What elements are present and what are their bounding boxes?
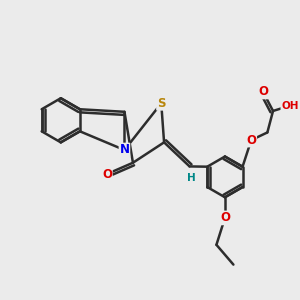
Text: OH: OH	[281, 101, 299, 111]
Text: N: N	[119, 143, 130, 157]
Text: H: H	[187, 173, 195, 183]
Text: S: S	[157, 97, 166, 110]
Text: O: O	[220, 212, 230, 224]
Text: O: O	[102, 168, 112, 181]
Text: O: O	[246, 134, 256, 147]
Text: O: O	[258, 85, 268, 98]
